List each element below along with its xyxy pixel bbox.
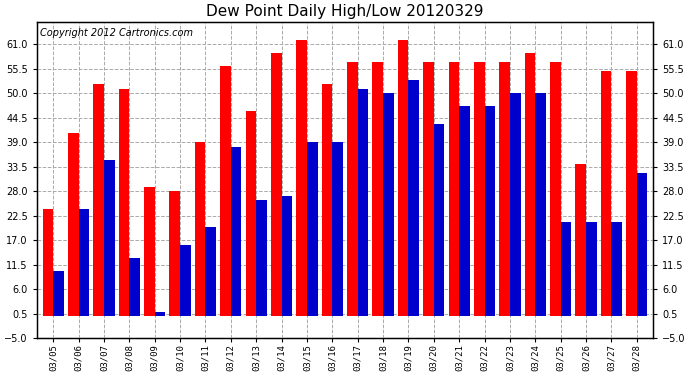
Bar [586,222,597,316]
Bar [347,62,357,316]
Bar [448,62,459,316]
Bar [637,173,647,316]
Bar [119,88,129,316]
Bar [408,80,419,316]
Bar [68,133,79,316]
Bar [79,209,89,316]
Bar [611,222,622,316]
Bar [357,88,368,316]
Title: Dew Point Daily High/Low 20120329: Dew Point Daily High/Low 20120329 [206,4,484,19]
Bar [93,84,104,316]
Bar [333,142,343,316]
Bar [271,53,282,316]
Bar [144,187,155,316]
Bar [282,196,293,316]
Bar [423,62,434,316]
Bar [53,272,64,316]
Bar [535,93,546,316]
Bar [170,191,180,316]
Bar [397,40,408,316]
Bar [104,160,115,316]
Bar [246,111,256,316]
Bar [307,142,317,316]
Bar [195,142,206,316]
Bar [500,62,510,316]
Bar [550,62,561,316]
Bar [322,84,333,316]
Bar [206,227,216,316]
Bar [510,93,520,316]
Bar [231,147,241,316]
Bar [180,245,190,316]
Bar [459,106,470,316]
Bar [524,53,535,316]
Bar [601,71,611,316]
Bar [43,209,53,316]
Bar [474,62,484,316]
Text: Copyright 2012 Cartronics.com: Copyright 2012 Cartronics.com [40,28,193,38]
Bar [561,222,571,316]
Bar [373,62,383,316]
Bar [256,200,267,316]
Bar [129,258,140,316]
Bar [296,40,307,316]
Bar [220,66,231,316]
Bar [484,106,495,316]
Bar [626,71,637,316]
Bar [434,124,444,316]
Bar [575,165,586,316]
Bar [155,312,166,316]
Bar [383,93,394,316]
